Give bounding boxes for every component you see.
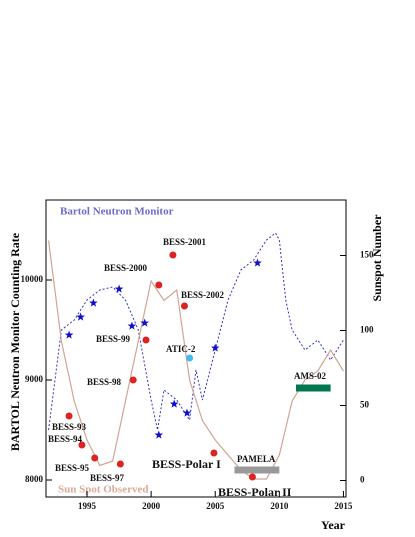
point-label: BESS-Polar II <box>218 485 292 499</box>
point-marker <box>91 454 99 462</box>
y2-axis-label: Sunspot Number <box>370 214 384 302</box>
x-tick-label: 1995 <box>78 501 97 511</box>
star-marker <box>169 399 179 408</box>
star-marker <box>89 298 98 307</box>
band <box>234 466 280 474</box>
neutron-line <box>48 232 344 431</box>
plot-frame <box>45 199 347 498</box>
legend-sunspot: Sun Spot Observed <box>58 484 148 496</box>
x-tick-label: 2005 <box>206 501 225 511</box>
star-marker <box>140 318 149 327</box>
point-marker <box>210 449 218 457</box>
y-tick-label: 8000 <box>25 474 44 484</box>
point-marker <box>186 354 194 362</box>
point-marker <box>155 281 163 289</box>
point-label: BESS-95 <box>55 463 90 473</box>
point-label: BESS-94 <box>48 434 83 444</box>
y2-tick-label: 0 <box>360 475 365 485</box>
point-marker <box>180 302 188 310</box>
y-axis-label: BARTOL Neutron Monitor Counting Rate <box>8 232 22 451</box>
sunspot-line <box>47 240 344 480</box>
x-tick-label: 2000 <box>142 501 161 511</box>
point-marker <box>129 376 137 384</box>
star-marker <box>64 330 74 339</box>
band-label: PAMELA <box>237 454 276 464</box>
point-label: ATIC-2 <box>166 344 196 354</box>
y2-tick-label: 150 <box>360 250 374 260</box>
point-marker <box>142 336 150 344</box>
star-marker <box>182 408 192 417</box>
y2-tick-label: 100 <box>360 325 374 335</box>
point-label: BESS-99 <box>96 334 131 344</box>
y-tick-label: 9000 <box>25 374 44 384</box>
band-label: AMS-02 <box>294 371 326 381</box>
x-tick-label: 2015 <box>334 501 353 511</box>
point-label: BESS-2002 <box>181 290 225 300</box>
point-marker <box>78 441 86 449</box>
point-label: BESS-Polar I <box>152 457 221 471</box>
star-marker <box>154 430 164 439</box>
point-marker <box>169 251 177 259</box>
point-label: BESS-98 <box>87 377 122 387</box>
x-tick-label: 2010 <box>270 501 289 511</box>
legend-neutron: Bartol Neutron Monitor <box>60 206 174 218</box>
star-marker <box>76 312 85 321</box>
star-marker <box>211 343 220 352</box>
point-marker <box>116 460 124 468</box>
point-label: BESS-2000 <box>104 263 148 273</box>
point-marker <box>65 412 73 420</box>
band <box>296 384 331 392</box>
point-label: BESS-97 <box>90 473 125 483</box>
y-tick-label: 10000 <box>21 274 44 284</box>
star-marker <box>114 284 124 293</box>
star-marker <box>253 258 262 267</box>
point-marker <box>248 473 256 481</box>
y2-tick-label: 50 <box>360 400 370 410</box>
point-label: BESS-2001 <box>163 237 207 247</box>
x-axis-label: Year <box>321 518 346 532</box>
star-marker <box>127 321 137 330</box>
point-label: BESS-93 <box>52 422 87 432</box>
